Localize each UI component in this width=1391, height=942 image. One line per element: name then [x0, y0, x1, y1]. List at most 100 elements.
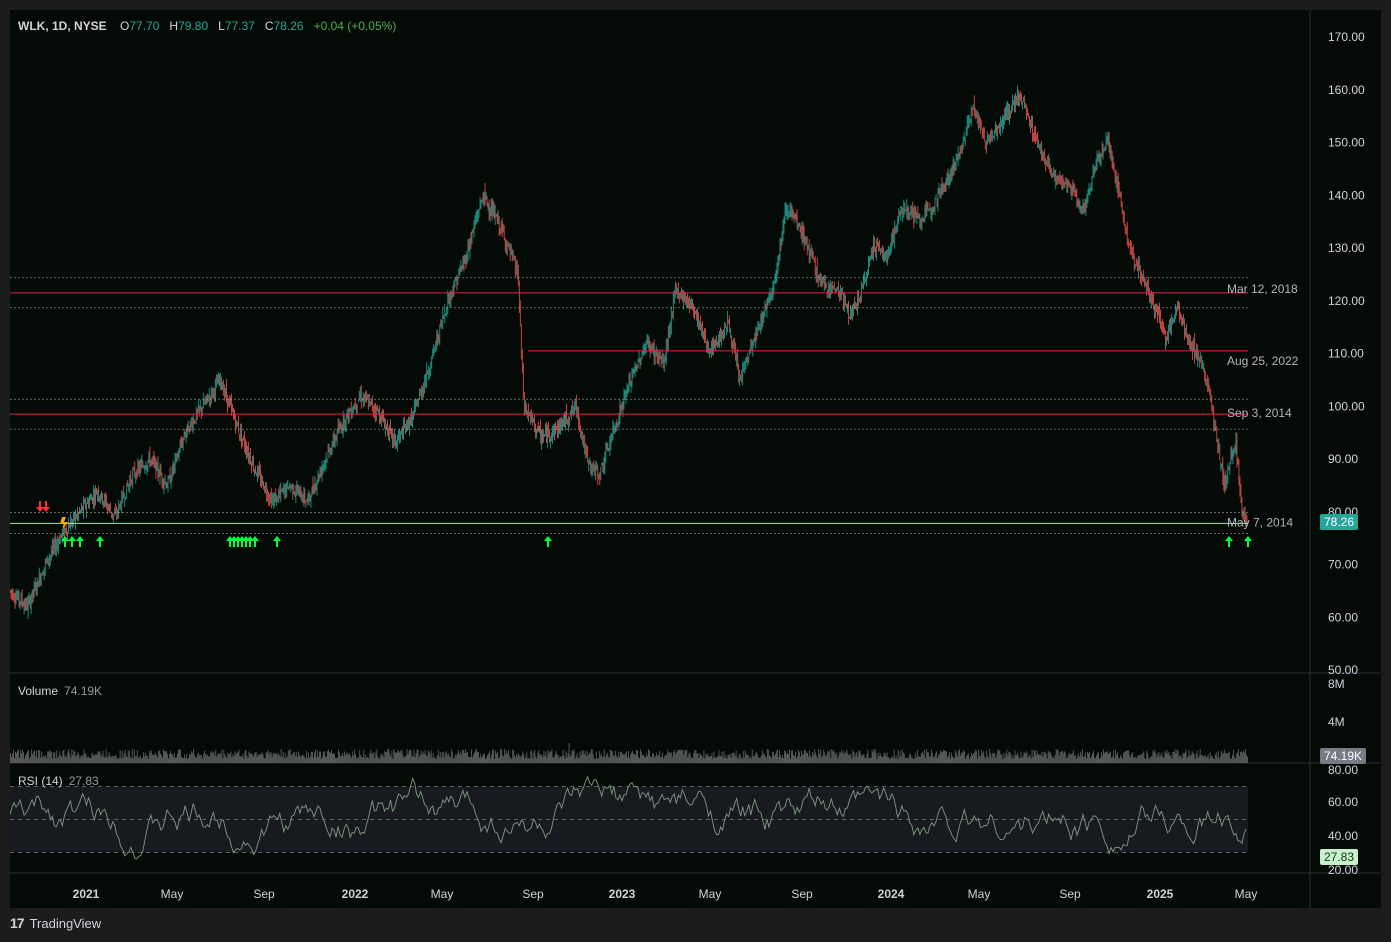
- volume-bar: [1025, 753, 1027, 763]
- volume-bar: [1171, 758, 1173, 763]
- volume-bar: [929, 756, 931, 763]
- volume-bar: [76, 755, 78, 763]
- volume-bar: [580, 755, 582, 763]
- volume-bar: [687, 757, 689, 763]
- buy-signal-arrow-icon: [76, 536, 84, 547]
- volume-bar: [1169, 755, 1171, 763]
- chart-canvas[interactable]: 170.00 160.00 150.00 140.00 130.00 120.00 110.…: [10, 10, 1381, 908]
- volume-bar: [428, 752, 430, 763]
- chart-frame[interactable]: 170.00 160.00 150.00 140.00 130.00 120.00 110.…: [10, 10, 1381, 908]
- volume-bar: [707, 753, 709, 763]
- volume-bar: [523, 753, 525, 763]
- volume-bar: [637, 750, 638, 763]
- volume-bar: [937, 754, 939, 763]
- volume-bar: [598, 750, 600, 763]
- volume-bar: [1036, 750, 1038, 763]
- volume-bar: [913, 758, 915, 763]
- volume-bar: [634, 753, 635, 763]
- volume-bar: [475, 750, 476, 763]
- tradingview-logo-icon[interactable]: 17: [10, 915, 25, 931]
- volume-bar: [1110, 751, 1112, 763]
- volume-bar: [355, 754, 357, 763]
- volume-bar: [411, 756, 413, 763]
- volume-bar: [92, 754, 94, 763]
- volume-bar: [621, 753, 623, 763]
- volume-bar: [856, 752, 858, 763]
- volume-bar: [23, 752, 24, 763]
- volume-bar: [99, 751, 101, 763]
- volume-bar: [1097, 752, 1098, 763]
- volume-bar: [1208, 758, 1210, 763]
- volume-bar: [446, 755, 448, 763]
- volume-bar: [209, 756, 211, 763]
- price-axis-tick: 170.00: [1328, 30, 1365, 44]
- volume-bar: [810, 755, 812, 763]
- volume-bar: [786, 754, 787, 763]
- volume-bar: [920, 752, 922, 763]
- volume-bar: [794, 755, 795, 763]
- volume-bar: [1241, 752, 1243, 763]
- volume-bar: [52, 758, 54, 763]
- volume-bar: [32, 754, 34, 763]
- volume-bar: [272, 753, 274, 763]
- volume-bar: [170, 750, 171, 763]
- volume-bar: [869, 757, 871, 763]
- volume-bar: [1120, 755, 1122, 763]
- volume-bar: [357, 757, 359, 763]
- volume-bar: [911, 757, 913, 763]
- volume-bar: [463, 752, 465, 763]
- volume-bar: [738, 754, 740, 763]
- rsi-legend: RSI (14) 27.83: [18, 774, 99, 788]
- volume-bar: [852, 749, 854, 763]
- volume-bar: [670, 753, 672, 763]
- volume-bar: [66, 757, 68, 763]
- volume-bar: [294, 755, 296, 763]
- volume-bar: [781, 754, 783, 763]
- volume-bar: [1210, 756, 1212, 763]
- volume-bar: [581, 750, 583, 763]
- volume-bar: [37, 757, 39, 763]
- price-axis-tick: 140.00: [1328, 188, 1365, 202]
- volume-bar: [250, 754, 252, 763]
- volume-title: Volume: [18, 684, 59, 698]
- volume-bar: [406, 749, 408, 763]
- volume-bar: [104, 757, 106, 763]
- volume-bar: [998, 749, 1000, 763]
- price-axis-tick: 60.00: [1328, 610, 1358, 624]
- volume-bar: [522, 751, 524, 763]
- volume-bar: [694, 749, 696, 763]
- volume-bar: [525, 756, 527, 763]
- volume-bar: [943, 749, 944, 763]
- volume-bar: [1182, 752, 1184, 763]
- volume-bar: [750, 758, 752, 763]
- volume-bar: [309, 756, 311, 763]
- volume-bar: [227, 752, 229, 763]
- volume-bar: [644, 756, 645, 763]
- volume-bar: [678, 749, 680, 763]
- volume-bar: [844, 754, 846, 763]
- time-axis-tick: 2025: [1147, 887, 1174, 901]
- volume-bar: [415, 753, 417, 763]
- volume-bar: [1060, 751, 1062, 763]
- volume-bar: [819, 754, 821, 763]
- volume-bar: [1204, 755, 1206, 763]
- volume-bar: [1039, 753, 1041, 763]
- volume-bar: [870, 758, 872, 763]
- volume-bar: [808, 756, 810, 763]
- volume-bar: [515, 756, 517, 763]
- brand-name[interactable]: TradingView: [29, 915, 102, 931]
- volume-bar: [925, 749, 927, 763]
- volume-bar: [629, 757, 630, 763]
- volume-bar: [1112, 756, 1114, 763]
- volume-bar: [362, 757, 364, 763]
- volume-bar: [276, 755, 278, 763]
- volume-bar: [152, 754, 154, 763]
- volume-bar: [432, 753, 434, 763]
- volume-bar: [568, 743, 570, 763]
- volume-bar: [565, 751, 567, 763]
- rsi-line: [10, 775, 1247, 860]
- volume-bar: [829, 749, 831, 763]
- volume-bar: [537, 752, 539, 763]
- volume-bar: [25, 755, 26, 763]
- volume-bar: [928, 756, 930, 763]
